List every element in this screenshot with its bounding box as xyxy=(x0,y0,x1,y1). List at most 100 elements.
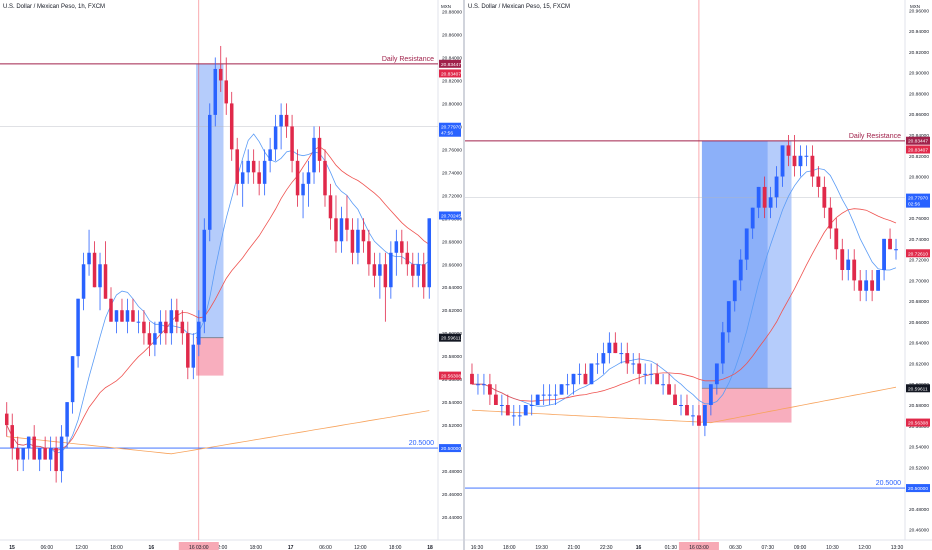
candle-body xyxy=(191,344,196,368)
candle-body xyxy=(571,373,576,385)
price-tag-stop-bg xyxy=(906,418,930,427)
chart-panel-1h[interactable]: 20.88000 20.86000 20.84000 20.82000 20.80000… xyxy=(0,0,463,550)
candle-body xyxy=(295,160,300,196)
price-tag-support-bg xyxy=(439,444,461,453)
x-tick-label: 16:30 xyxy=(471,545,484,550)
ma-slow-line xyxy=(6,146,430,451)
candle-body xyxy=(864,280,869,291)
y-tick-label: 20.62000 xyxy=(442,308,462,314)
price-tag-current-bg xyxy=(906,193,930,208)
candle-body xyxy=(131,310,135,322)
y-tick-label: 20.88000 xyxy=(442,9,462,15)
x-tick-label: 18:00 xyxy=(110,545,123,550)
candle-body xyxy=(744,228,749,260)
daily-resistance-label: Daily Resistance xyxy=(849,133,901,140)
x-tick-label: 10:30 xyxy=(826,545,839,550)
candle-body xyxy=(383,264,388,288)
y-tick-label: 20.52000 xyxy=(442,423,462,429)
price-tag-blue: 20.70245 xyxy=(441,213,461,219)
candle-body xyxy=(301,183,305,196)
candle-body xyxy=(607,342,612,354)
candle-body xyxy=(350,229,355,253)
ma-slow-line xyxy=(472,208,897,402)
candle-body xyxy=(732,280,737,302)
candle-body xyxy=(262,160,267,184)
candle-body xyxy=(32,436,36,460)
crosshair-time-bg xyxy=(678,542,719,550)
candle-body xyxy=(197,321,201,345)
x-tick-label: 16 xyxy=(636,545,642,550)
y-tick-label: 20.44000 xyxy=(442,515,462,521)
candle-body xyxy=(136,321,141,323)
chart-canvas-1h[interactable]: 20.88000 20.86000 20.84000 20.82000 20.80000… xyxy=(0,0,463,550)
candle-body xyxy=(268,149,272,161)
x-tick-label: 18:00 xyxy=(503,545,516,550)
candle-body xyxy=(470,373,474,385)
candle-body xyxy=(529,405,534,406)
y-tick-label: 20.82000 xyxy=(442,78,462,84)
candle-body xyxy=(54,448,58,472)
candle-body xyxy=(257,172,261,184)
crosshair-time-label: 16 03:00 xyxy=(689,545,709,550)
price-tag-current-bg xyxy=(439,122,461,137)
candle-body xyxy=(147,333,152,345)
candle-body xyxy=(202,229,207,322)
price-tag-stop: 20.56308 xyxy=(908,421,928,427)
chart-panel-15m[interactable]: 20.96000 20.94000 20.92000 20.90000 20.88000… xyxy=(465,0,932,550)
ma-long-line xyxy=(6,410,430,455)
price-tag-resistance-bottom: 20.83407 xyxy=(908,147,928,153)
price-tag-support: 20.50000 xyxy=(908,486,928,492)
candle-body xyxy=(213,68,218,115)
candle-body xyxy=(328,195,333,219)
candle-body xyxy=(389,252,393,288)
y-tick-label: 20.64000 xyxy=(442,285,462,291)
y-tick-label: 20.70000 xyxy=(909,278,929,284)
candle-body xyxy=(559,384,564,395)
candle-body xyxy=(76,298,80,357)
candle-body xyxy=(798,155,803,167)
candle-body xyxy=(26,436,31,449)
candle-body xyxy=(822,186,827,208)
candle-body xyxy=(517,415,522,417)
candle-body xyxy=(565,384,570,386)
candle-body xyxy=(792,155,797,167)
candle-body xyxy=(888,238,892,250)
y-tick-label: 20.62000 xyxy=(909,361,929,367)
chart-canvas-15m[interactable]: 20.96000 20.94000 20.92000 20.90000 20.88000… xyxy=(465,0,932,550)
ma-fast-line xyxy=(6,133,430,454)
candle-body xyxy=(65,402,69,437)
candle-body xyxy=(427,218,432,288)
candle-body xyxy=(153,333,157,345)
candle-body xyxy=(852,259,857,281)
candle-body xyxy=(673,394,677,405)
y-tick-label: 20.80000 xyxy=(442,101,462,107)
candle-body xyxy=(493,394,498,405)
candle-body xyxy=(541,394,546,396)
candle-body xyxy=(251,160,256,173)
candle-body xyxy=(649,373,654,375)
candle-body xyxy=(625,353,630,364)
candle-body xyxy=(738,259,743,281)
x-tick-label: 06:30 xyxy=(729,545,742,550)
candle-body xyxy=(858,280,863,291)
candle-body xyxy=(218,68,223,81)
panel-divider[interactable] xyxy=(463,0,465,550)
candle-body xyxy=(691,415,695,417)
x-tick-label: 09:00 xyxy=(794,545,807,550)
y-tick-label: 20.48000 xyxy=(909,507,929,513)
x-tick-label: 06:00 xyxy=(41,545,54,550)
y-tick-label: 20.64000 xyxy=(909,341,929,347)
candle-body xyxy=(59,436,64,472)
candle-body xyxy=(103,264,108,299)
candle-body xyxy=(180,321,185,334)
candle-body xyxy=(613,342,618,354)
candle-body xyxy=(290,126,294,161)
candle-body xyxy=(661,384,666,386)
price-tag-countdown: 47:56 xyxy=(441,131,453,137)
candle-body xyxy=(894,249,898,251)
candle-body xyxy=(547,394,552,396)
candle-body xyxy=(487,384,492,395)
price-tag-entry: 20.59611 xyxy=(908,386,928,392)
x-tick-label: 18:00 xyxy=(250,545,263,550)
candle-body xyxy=(142,321,146,334)
